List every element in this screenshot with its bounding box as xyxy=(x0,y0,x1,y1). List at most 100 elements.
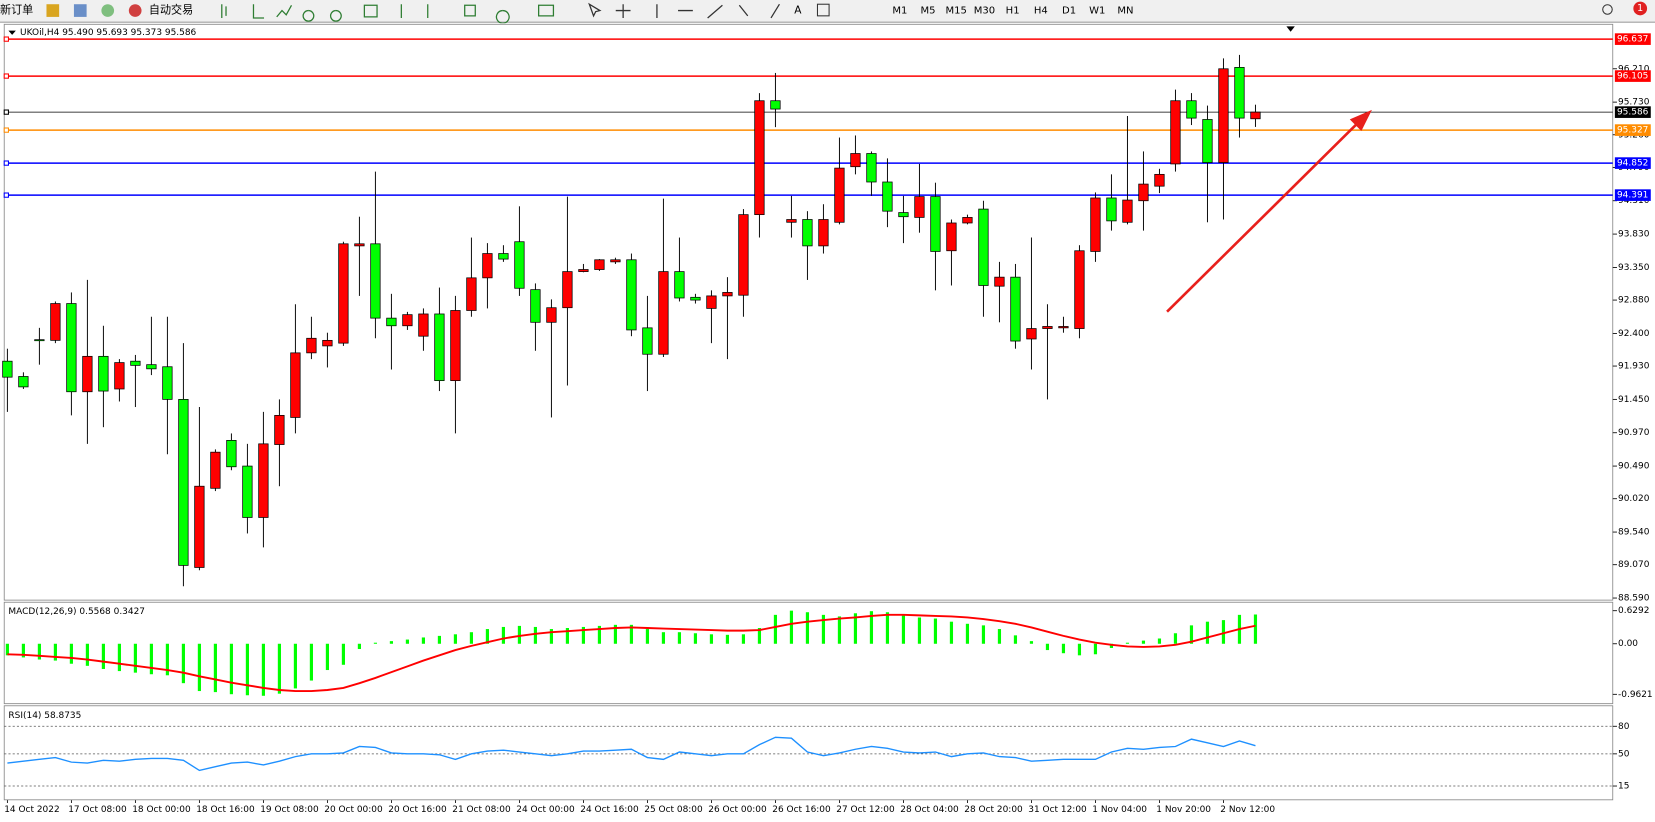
y-tick-label: 93.350 xyxy=(1618,263,1650,273)
panel-frame xyxy=(3,705,1614,801)
price-level-label: 96.637 xyxy=(1617,35,1648,45)
price-level-handle xyxy=(3,73,9,79)
icons[interactable] xyxy=(588,2,780,19)
macd-bar xyxy=(773,614,778,644)
x-tick-label: 2 Nov 12:00 xyxy=(1220,805,1275,815)
search-icon[interactable] xyxy=(1602,4,1613,15)
macd-bar xyxy=(21,643,25,658)
candle-body xyxy=(562,271,573,309)
candle-body xyxy=(258,443,269,518)
macd-bar xyxy=(981,625,986,644)
macd-bar xyxy=(629,624,634,644)
macd-bar xyxy=(693,633,698,644)
icon[interactable] xyxy=(101,4,115,17)
candle-body xyxy=(978,208,989,286)
macd-bar xyxy=(53,643,57,661)
candle-body xyxy=(146,364,157,370)
macd-bar xyxy=(133,643,137,673)
candle-body xyxy=(1010,276,1021,342)
timeframe-button[interactable]: M15 xyxy=(946,6,967,17)
x-tick-label: 14 Oct 2022 xyxy=(4,805,59,815)
timeframe-button[interactable]: W1 xyxy=(1089,6,1105,17)
macd-bar xyxy=(757,627,762,644)
candle-body xyxy=(226,440,237,468)
y-tick-label: 89.540 xyxy=(1618,528,1650,538)
chart-bg xyxy=(0,23,1655,822)
y-tick-label: 89.070 xyxy=(1618,560,1650,570)
candle-body xyxy=(898,212,909,218)
macd-bar xyxy=(821,614,826,644)
macd-bar xyxy=(149,643,153,675)
candle-body xyxy=(482,253,493,279)
y-tick-label: 93.830 xyxy=(1618,230,1650,240)
macd-bar xyxy=(1173,633,1178,644)
macd-bar xyxy=(1077,643,1082,656)
y-tick-label: 0.00 xyxy=(1618,639,1638,649)
icon[interactable] xyxy=(73,4,87,17)
y-tick-label: 88.590 xyxy=(1618,594,1650,604)
candle-body xyxy=(1090,197,1101,252)
macd-bar xyxy=(661,632,666,644)
auto-trading-button[interactable]: 自动交易 xyxy=(149,3,193,17)
x-tick-label: 18 Oct 16:00 xyxy=(196,805,255,815)
candle-body xyxy=(18,376,29,388)
macd-bar xyxy=(373,642,377,644)
macd-bar xyxy=(549,629,554,644)
candle-body xyxy=(1106,197,1117,222)
macd-bar xyxy=(437,635,441,644)
timeframe-button[interactable]: MN xyxy=(1117,6,1133,17)
price-level-label: 96.105 xyxy=(1617,72,1648,82)
y-tick-label: 90.490 xyxy=(1618,462,1650,472)
candle-body xyxy=(274,414,285,445)
text-tool[interactable]: A xyxy=(794,5,802,17)
candle-body xyxy=(1234,67,1245,119)
candle-body xyxy=(818,219,829,247)
candle-body xyxy=(610,259,621,263)
macd-bar xyxy=(245,643,249,696)
macd-bar xyxy=(37,643,41,660)
price-level-label: 95.586 xyxy=(1617,108,1649,118)
candle-body xyxy=(1202,119,1213,163)
alert-badge[interactable] xyxy=(1633,1,1648,16)
macd-bar xyxy=(1141,640,1146,644)
price-level-handle xyxy=(3,109,9,115)
macd-bar xyxy=(885,612,890,644)
macd-bar xyxy=(1253,614,1258,644)
candle-body xyxy=(1138,183,1149,202)
candle-body xyxy=(114,362,125,390)
icons[interactable] xyxy=(221,4,555,24)
macd-bar xyxy=(725,634,730,644)
timeframe-button[interactable]: D1 xyxy=(1062,6,1076,17)
icon[interactable] xyxy=(46,4,60,17)
candle-body xyxy=(626,259,637,331)
candle-body xyxy=(1154,173,1165,187)
price-level-tag xyxy=(1614,157,1651,169)
macd-bar xyxy=(453,634,457,644)
macd-bar xyxy=(837,616,842,644)
icon[interactable] xyxy=(816,3,830,17)
x-tick-label: 1 Nov 04:00 xyxy=(1092,805,1147,815)
y-tick-label: 91.930 xyxy=(1618,362,1650,372)
candle-body xyxy=(66,303,77,393)
timeframe-button[interactable]: H1 xyxy=(1006,6,1020,17)
candle-body xyxy=(2,360,13,378)
auto-trading-icon[interactable] xyxy=(128,4,142,17)
timeframe-button[interactable]: M5 xyxy=(921,6,936,17)
new-order-button[interactable]: 新订单 xyxy=(0,3,33,17)
macd-bar xyxy=(1221,620,1226,644)
x-tick-label: 18 Oct 00:00 xyxy=(132,805,191,815)
candle-body xyxy=(50,303,61,341)
macd-bar xyxy=(85,643,89,666)
arrow-head xyxy=(1349,109,1372,132)
macd-bar xyxy=(997,629,1002,644)
timeframe-button[interactable]: M1 xyxy=(892,6,907,17)
y-tick-label: 91.450 xyxy=(1618,395,1650,405)
panel-frame xyxy=(3,601,1614,705)
x-tick-label: 24 Oct 16:00 xyxy=(580,805,639,815)
macd-bar xyxy=(741,634,746,644)
timeframe-button[interactable]: H4 xyxy=(1034,6,1048,17)
candle-body xyxy=(1218,68,1229,163)
timeframe-button[interactable]: M30 xyxy=(974,6,995,17)
candle-body xyxy=(994,276,1005,287)
macd-bar xyxy=(485,629,490,644)
